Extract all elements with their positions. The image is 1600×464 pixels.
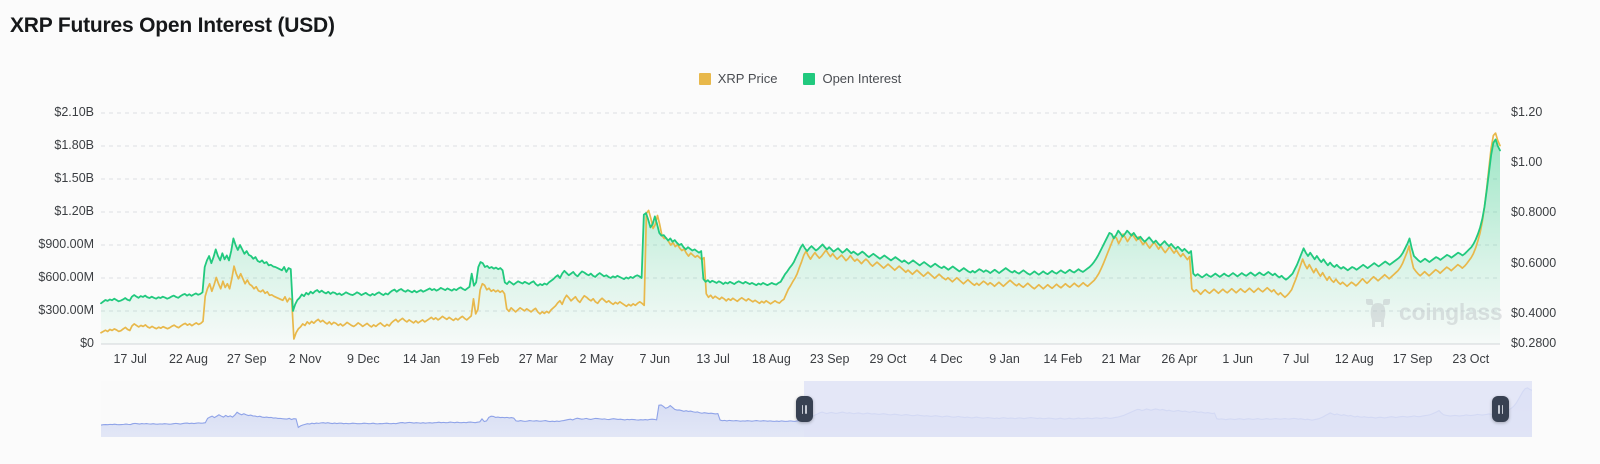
x-axis-tick-label: 27 Mar (518, 352, 558, 366)
x-axis-tick-label: 7 Jul (1282, 352, 1310, 366)
legend-swatch-xrp-price (698, 72, 711, 85)
y2-axis-tick-label: $1.00 (1511, 155, 1543, 170)
watermark-text: coinglass (1399, 298, 1503, 325)
x-axis-tick-label: 1 Jun (1222, 352, 1253, 366)
x-axis-tick-label: 23 Sep (809, 352, 850, 366)
y2-axis-tick-label: $1.20 (1511, 105, 1543, 119)
y-axis-tick-label: $0 (80, 336, 94, 350)
x-axis-tick-label: 19 Feb (460, 352, 500, 366)
y-axis-tick-label: $300.00M (38, 303, 94, 317)
chart-navigator[interactable] (101, 381, 1532, 437)
chart-legend: XRP Price Open Interest (0, 71, 1600, 86)
y-axis-tick-label: $1.20B (54, 204, 94, 218)
page-title: XRP Futures Open Interest (USD) (10, 14, 335, 37)
grip-line (801, 404, 804, 414)
navigator-selection[interactable] (803, 381, 1532, 437)
legend-label-xrp-price: XRP Price (717, 71, 778, 86)
x-axis-tick-label: 2 Nov (288, 352, 322, 366)
x-axis-tick-label: 14 Jan (402, 352, 441, 366)
x-axis-tick-label: 18 Aug (751, 352, 791, 366)
y-axis-tick-label: $2.10B (54, 105, 94, 119)
x-axis-tick-label: 27 Sep (226, 352, 267, 366)
x-axis-tick-label: 22 Aug (168, 352, 208, 366)
x-axis-tick-label: 26 Apr (1161, 352, 1198, 366)
grip-line (1497, 404, 1500, 414)
x-axis-tick-label: 29 Oct (869, 352, 907, 366)
x-axis-tick-label: 9 Jan (989, 352, 1020, 366)
y-axis-tick-label: $900.00M (38, 237, 94, 251)
grip-line (805, 404, 807, 414)
y2-axis-tick-label: $0.6000 (1511, 255, 1557, 270)
y-axis-tick-label: $1.80B (54, 138, 94, 152)
y-axis-tick-label: $600.00M (38, 270, 94, 284)
y2-axis-tick-label: $0.4000 (1511, 305, 1557, 320)
x-axis-tick-label: 17 Jul (113, 352, 147, 366)
x-axis-tick-label: 13 Jul (696, 352, 730, 366)
x-axis-tick-label: 23 Oct (1452, 352, 1490, 366)
x-axis-tick-label: 7 Jun (639, 352, 671, 366)
legend-label-open-interest: Open Interest (822, 71, 902, 86)
navigator-handle-left[interactable] (795, 396, 813, 422)
x-axis-tick-label: 14 Feb (1043, 352, 1083, 366)
y2-axis-tick-label: $0.2800 (1511, 336, 1557, 350)
bull-logo-icon (1366, 299, 1390, 327)
x-axis-tick-label: 2 May (579, 352, 614, 366)
legend-item-open-interest[interactable]: Open Interest (803, 71, 901, 86)
coinglass-watermark: coinglass (1363, 296, 1503, 328)
grip-line (1501, 404, 1504, 414)
y-axis-tick-label: $1.50B (54, 171, 94, 185)
legend-item-xrp-price[interactable]: XRP Price (698, 71, 778, 86)
x-axis-tick-label: 4 Dec (929, 352, 963, 366)
x-axis-tick-label: 17 Sep (1392, 352, 1433, 366)
legend-swatch-open-interest (803, 72, 816, 85)
x-axis-tick-label: 21 Mar (1101, 352, 1141, 366)
navigator-handle-right[interactable] (1492, 396, 1509, 422)
x-axis-tick-label: 9 Dec (346, 352, 380, 366)
x-axis-tick-label: 12 Aug (1334, 352, 1374, 366)
y2-axis-tick-label: $0.8000 (1511, 205, 1557, 220)
